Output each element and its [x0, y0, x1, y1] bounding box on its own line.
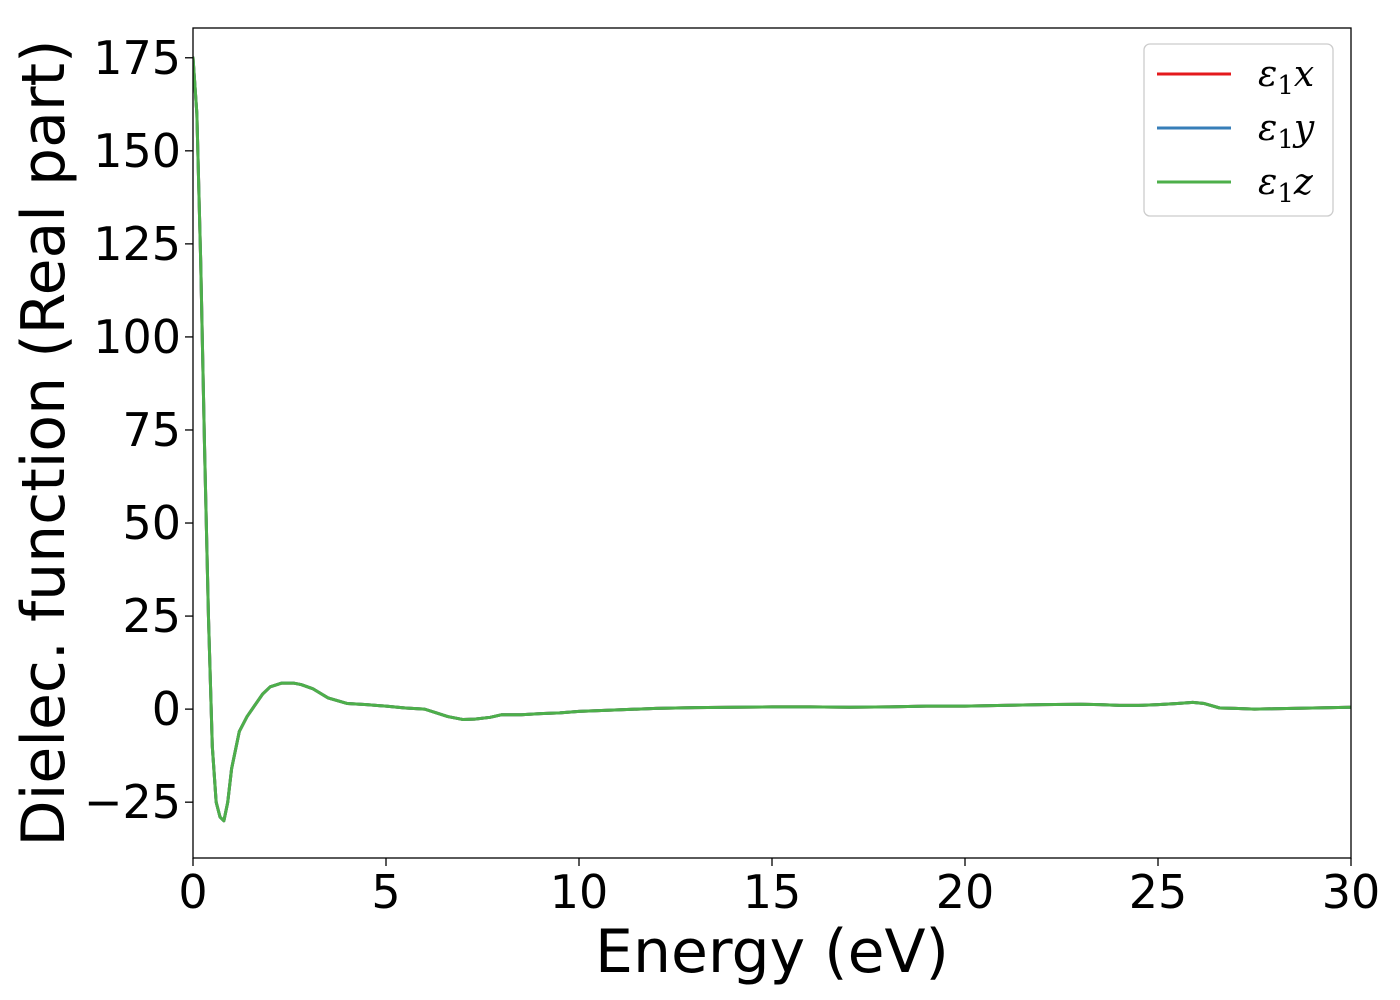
legend: ε1x ε1y ε1z	[1143, 43, 1334, 217]
x-tick-label: 30	[1322, 865, 1381, 919]
legend-label-x: ε1x	[1258, 54, 1314, 101]
x-tick-label: 10	[550, 865, 609, 919]
legend-label-z: ε1z	[1258, 162, 1314, 209]
x-tick-label: 15	[743, 865, 802, 919]
y-tick-label: 125	[93, 217, 181, 271]
y-tick-label: 150	[93, 124, 181, 178]
series-layer	[193, 56, 1351, 823]
y-axis-label: Dielec. function (Real part)	[9, 40, 79, 847]
x-tick-label: 0	[178, 865, 207, 919]
y-tick-label: 100	[93, 310, 181, 364]
x-tick-label: 25	[1129, 865, 1188, 919]
y-tick-label: 25	[122, 589, 181, 643]
y-tick-label: 50	[122, 496, 181, 550]
y-tick-label: 75	[122, 403, 181, 457]
series-line-z	[193, 56, 1351, 823]
x-axis-label: Energy (eV)	[595, 917, 949, 987]
y-tick-label: 0	[152, 682, 181, 736]
y-tick-label: −25	[84, 775, 181, 829]
x-tick-label: 5	[371, 865, 400, 919]
legend-label-y: ε1y	[1258, 108, 1315, 155]
ticks: 0 5 10 15 20 25 30 −25 0 25 50 75 100 125 150 175	[84, 31, 1380, 919]
x-tick-label: 20	[936, 865, 995, 919]
legend-box	[1143, 43, 1334, 217]
y-tick-label: 175	[93, 31, 181, 85]
